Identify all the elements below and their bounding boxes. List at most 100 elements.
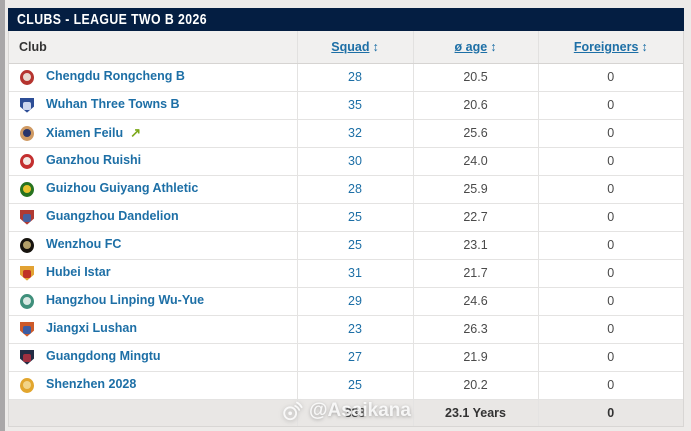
squad-cell: 30 [296,147,413,176]
avg-age-value: 20.2 [412,371,538,400]
club-link[interactable]: Guangdong Mingtu [46,349,161,364]
foreigners-value: 0 [537,287,683,316]
club-crest-icon [20,126,34,142]
squad-count-link[interactable]: 28 [348,182,362,196]
column-header-foreigners: Foreigners ↕ [537,31,683,64]
table-row: Wuhan Three Towns B 35 20.6 0 [9,91,683,120]
squad-count-link[interactable]: 29 [348,294,362,308]
column-header-club: Club [9,31,297,64]
table-title-bar: CLUBS - LEAGUE TWO B 2026 [8,8,684,31]
sort-arrows-icon[interactable]: ↕ [641,39,648,54]
table-row: Hubei Istar 31 21.7 0 [9,259,683,288]
club-link[interactable]: Ganzhou Ruishi [46,153,142,168]
club-crest-icon [20,153,34,169]
table-row: Guizhou Guiyang Athletic 28 25.9 0 [9,175,683,204]
club-cell: Wenzhou FC [9,231,297,260]
sort-squad-link[interactable]: Squad [331,39,370,54]
club-link[interactable]: Hangzhou Linping Wu-Yue [46,293,205,308]
sort-avg-age-link[interactable]: ø age [454,39,488,54]
promoted-arrow-icon: ↗ [130,124,142,140]
club-cell: Ganzhou Ruishi [9,147,297,176]
club-crest-icon [20,321,34,337]
club-crest-icon [20,377,34,393]
avg-age-value: 26.3 [412,315,538,344]
table-row: Wenzhou FC 25 23.1 0 [9,231,683,260]
clubs-table: Club Squad ↕ ø age ↕ Foreigners ↕ Chengdu R… [9,31,683,426]
squad-count-link[interactable]: 28 [348,70,362,84]
club-link[interactable]: Xiamen Feilu [46,125,124,140]
foreigners-value: 0 [537,315,683,344]
foreigners-value: 0 [537,259,683,288]
squad-cell: 35 [296,91,413,120]
avg-age-value: 22.7 [412,203,538,232]
foreigners-value: 0 [537,231,683,260]
table-row: Ganzhou Ruishi 30 24.0 0 [9,147,683,176]
avg-age-value: 25.6 [412,119,538,148]
totals-club-cell [9,398,297,426]
club-crest-icon [20,181,34,197]
squad-cell: 29 [296,287,413,316]
club-crest-icon [20,237,34,253]
totals-foreigners: 0 [537,398,683,426]
page-left-gutter [0,0,5,431]
foreigners-value: 0 [537,147,683,176]
avg-age-value: 24.0 [412,147,538,176]
foreigners-value: 0 [537,91,683,120]
club-link[interactable]: Jiangxi Lushan [46,321,137,336]
table-row: Xiamen Feilu ↗ 32 25.6 0 [9,119,683,148]
sort-foreigners-link[interactable]: Foreigners [573,39,639,54]
avg-age-value: 20.5 [412,63,538,92]
table-header-row: Club Squad ↕ ø age ↕ Foreigners ↕ [9,31,683,64]
squad-cell: 28 [296,175,413,204]
squad-count-link[interactable]: 31 [348,266,362,280]
squad-count-link[interactable]: 32 [348,126,362,140]
club-cell: Wuhan Three Towns B [9,91,297,120]
squad-count-link[interactable]: 35 [348,98,362,112]
table-row: Guangzhou Dandelion 25 22.7 0 [9,203,683,232]
club-crest-icon [20,209,34,225]
club-link[interactable]: Shenzhen 2028 [46,377,137,392]
club-link[interactable]: Wenzhou FC [46,237,122,252]
squad-cell: 25 [296,371,413,400]
squad-cell: 25 [296,231,413,260]
club-cell: Chengdu Rongcheng B [9,63,297,92]
club-cell: Hangzhou Linping Wu-Yue [9,287,297,316]
totals-squad: 338 [296,398,413,426]
avg-age-value: 21.9 [412,343,538,372]
table-row: Jiangxi Lushan 23 26.3 0 [9,315,683,344]
club-link[interactable]: Guangzhou Dandelion [46,209,179,224]
avg-age-value: 25.9 [412,175,538,204]
table-row: Shenzhen 2028 25 20.2 0 [9,371,683,400]
squad-count-link[interactable]: 30 [348,154,362,168]
sort-arrows-icon[interactable]: ↕ [490,39,497,54]
club-crest-icon [20,97,34,113]
club-link[interactable]: Guizhou Guiyang Athletic [46,181,199,196]
squad-cell: 28 [296,63,413,92]
club-link[interactable]: Chengdu Rongcheng B [46,69,185,84]
club-cell: Xiamen Feilu ↗ [9,119,297,148]
club-crest-icon [20,69,34,85]
avg-age-value: 24.6 [412,287,538,316]
foreigners-value: 0 [537,119,683,148]
sort-arrows-icon[interactable]: ↕ [372,39,379,54]
squad-cell: 31 [296,259,413,288]
foreigners-value: 0 [537,343,683,372]
club-link[interactable]: Wuhan Three Towns B [46,97,180,112]
club-cell: Guangdong Mingtu [9,343,297,372]
foreigners-value: 0 [537,63,683,92]
squad-count-link[interactable]: 27 [348,350,362,364]
avg-age-value: 21.7 [412,259,538,288]
table-title: CLUBS - LEAGUE TWO B 2026 [17,11,207,28]
squad-count-link[interactable]: 25 [348,378,362,392]
squad-count-link[interactable]: 25 [348,210,362,224]
avg-age-value: 20.6 [412,91,538,120]
club-cell: Jiangxi Lushan [9,315,297,344]
totals-row: 338 23.1 Years 0 [9,398,683,426]
club-cell: Shenzhen 2028 [9,371,297,400]
foreigners-value: 0 [537,175,683,204]
squad-count-link[interactable]: 25 [348,238,362,252]
column-header-avg-age: ø age ↕ [412,31,538,64]
squad-count-link[interactable]: 23 [348,322,362,336]
club-link[interactable]: Hubei Istar [46,265,111,280]
squad-cell: 27 [296,343,413,372]
